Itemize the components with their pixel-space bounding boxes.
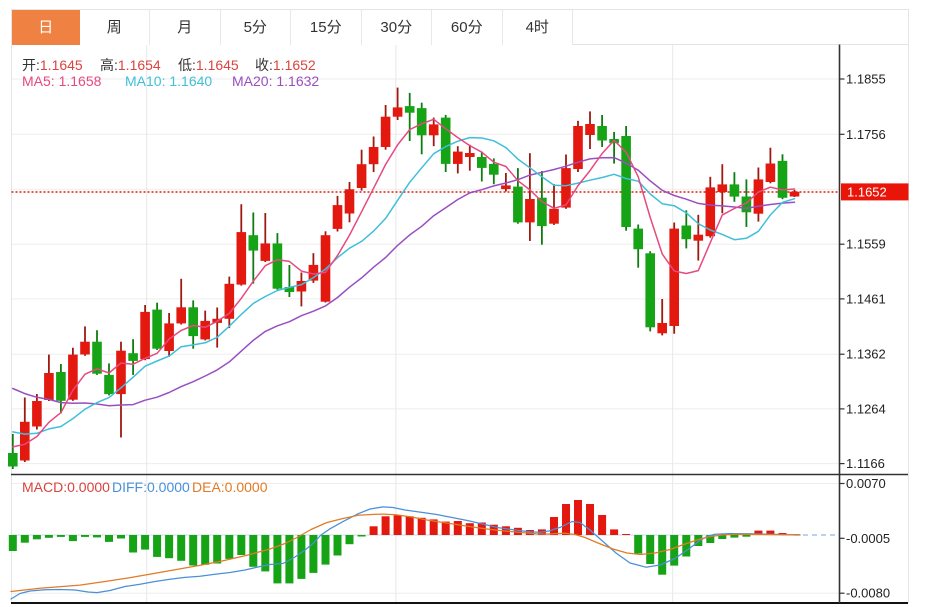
svg-text:1.1362: 1.1362: [846, 347, 886, 362]
svg-text:-0.0080: -0.0080: [846, 586, 890, 601]
svg-text:1.1855: 1.1855: [846, 72, 886, 87]
svg-text:0.0070: 0.0070: [846, 476, 886, 491]
svg-text:1.1166: 1.1166: [846, 456, 885, 471]
svg-text:1.1461: 1.1461: [846, 291, 886, 306]
svg-text:1.1559: 1.1559: [846, 237, 886, 252]
svg-text:-0.0005: -0.0005: [846, 531, 890, 546]
svg-text:1.1756: 1.1756: [846, 127, 886, 142]
svg-text:1.1652: 1.1652: [847, 185, 887, 200]
svg-text:1.1264: 1.1264: [846, 401, 886, 416]
